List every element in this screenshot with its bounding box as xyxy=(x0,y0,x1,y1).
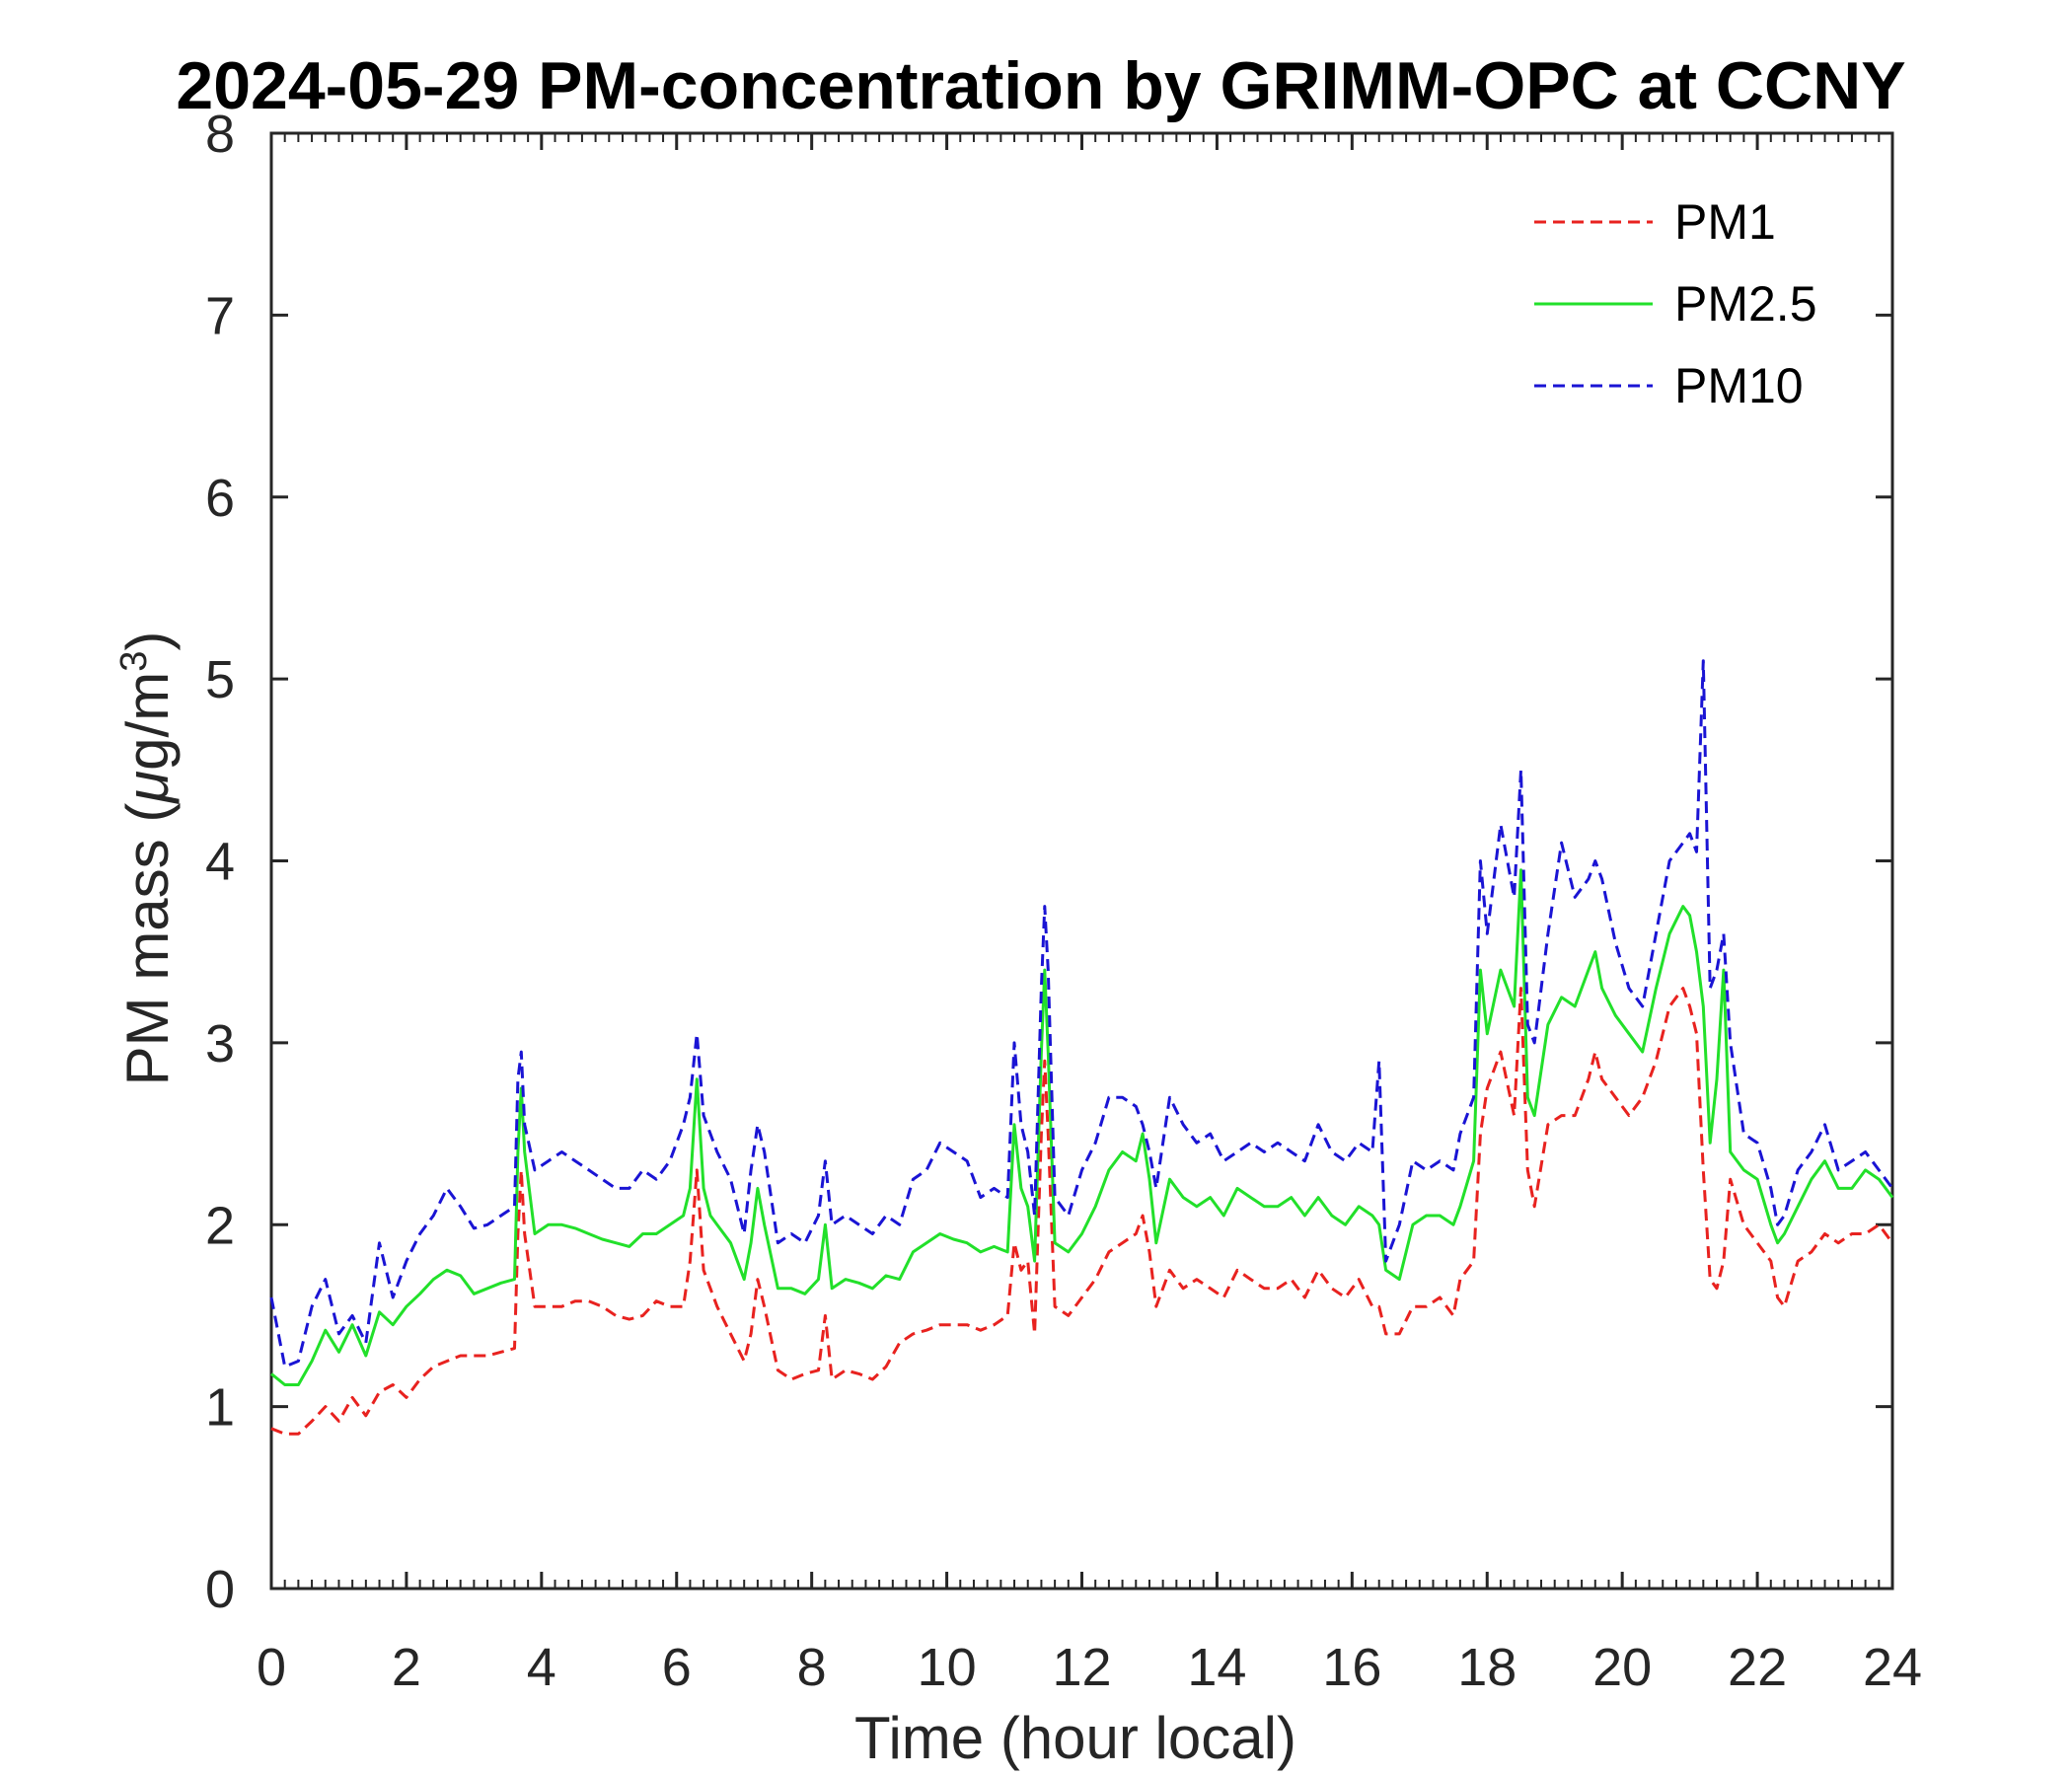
chart-title: 2024-05-29 PM-concentration by GRIMM-OPC… xyxy=(176,48,1905,123)
y-tick-label: 8 xyxy=(205,105,235,164)
major-ticks xyxy=(269,131,1894,1591)
x-tick-label: 16 xyxy=(1322,1638,1381,1697)
y-axis-label: PM mass (μg/m3) xyxy=(113,631,181,1086)
x-tick-label: 24 xyxy=(1863,1638,1922,1697)
x-axis-label: Time (hour local) xyxy=(854,1705,1296,1771)
y-tick-label: 7 xyxy=(205,286,235,345)
legend-label-pm10: PM10 xyxy=(1674,358,1804,413)
x-tick-label: 20 xyxy=(1592,1638,1652,1697)
y-tick-label: 6 xyxy=(205,469,235,528)
x-tick-label: 10 xyxy=(918,1638,977,1697)
legend-label-pm25: PM2.5 xyxy=(1674,276,1817,332)
y-tick-label: 3 xyxy=(205,1014,235,1073)
x-tick-label: 18 xyxy=(1457,1638,1517,1697)
x-tick-label: 12 xyxy=(1052,1638,1111,1697)
series-line-pm1 xyxy=(270,987,1894,1436)
plot-frame xyxy=(269,131,1894,1591)
x-tick-label: 22 xyxy=(1728,1638,1787,1697)
series-lines xyxy=(269,659,1894,1436)
y-tick-labels: 0 1 2 3 4 5 6 7 8 xyxy=(205,105,235,1619)
series-line-pm10 xyxy=(269,659,1894,1369)
y-tick-label: 1 xyxy=(205,1378,235,1438)
legend-label-pm1: PM1 xyxy=(1674,194,1776,250)
x-tick-label: 4 xyxy=(527,1638,556,1697)
x-tick-label: 0 xyxy=(257,1638,286,1697)
y-axis-label-prefix: PM mass ( xyxy=(114,803,181,1086)
x-tick-labels: 0 2 4 6 8 10 12 14 16 18 20 22 24 xyxy=(257,1638,1922,1697)
y-tick-label: 4 xyxy=(205,833,235,892)
y-tick-label: 5 xyxy=(205,650,235,709)
x-tick-label: 14 xyxy=(1187,1638,1246,1697)
plot-area-border xyxy=(269,131,1894,1591)
y-tick-label: 0 xyxy=(205,1560,235,1619)
legend: PM1 PM2.5 PM10 xyxy=(1534,194,1817,413)
x-tick-label: 6 xyxy=(662,1638,692,1697)
y-axis-label-unit: g/m xyxy=(114,672,181,771)
y-axis-label-mu: μ xyxy=(114,771,181,805)
y-tick-label: 2 xyxy=(205,1196,235,1255)
minor-ticks xyxy=(283,133,1881,1589)
y-axis-label-superscript: 3 xyxy=(113,651,155,672)
series-line-pm25 xyxy=(270,868,1894,1386)
y-axis-label-suffix: ) xyxy=(114,631,181,651)
x-tick-label: 2 xyxy=(392,1638,421,1697)
x-tick-label: 8 xyxy=(797,1638,827,1697)
